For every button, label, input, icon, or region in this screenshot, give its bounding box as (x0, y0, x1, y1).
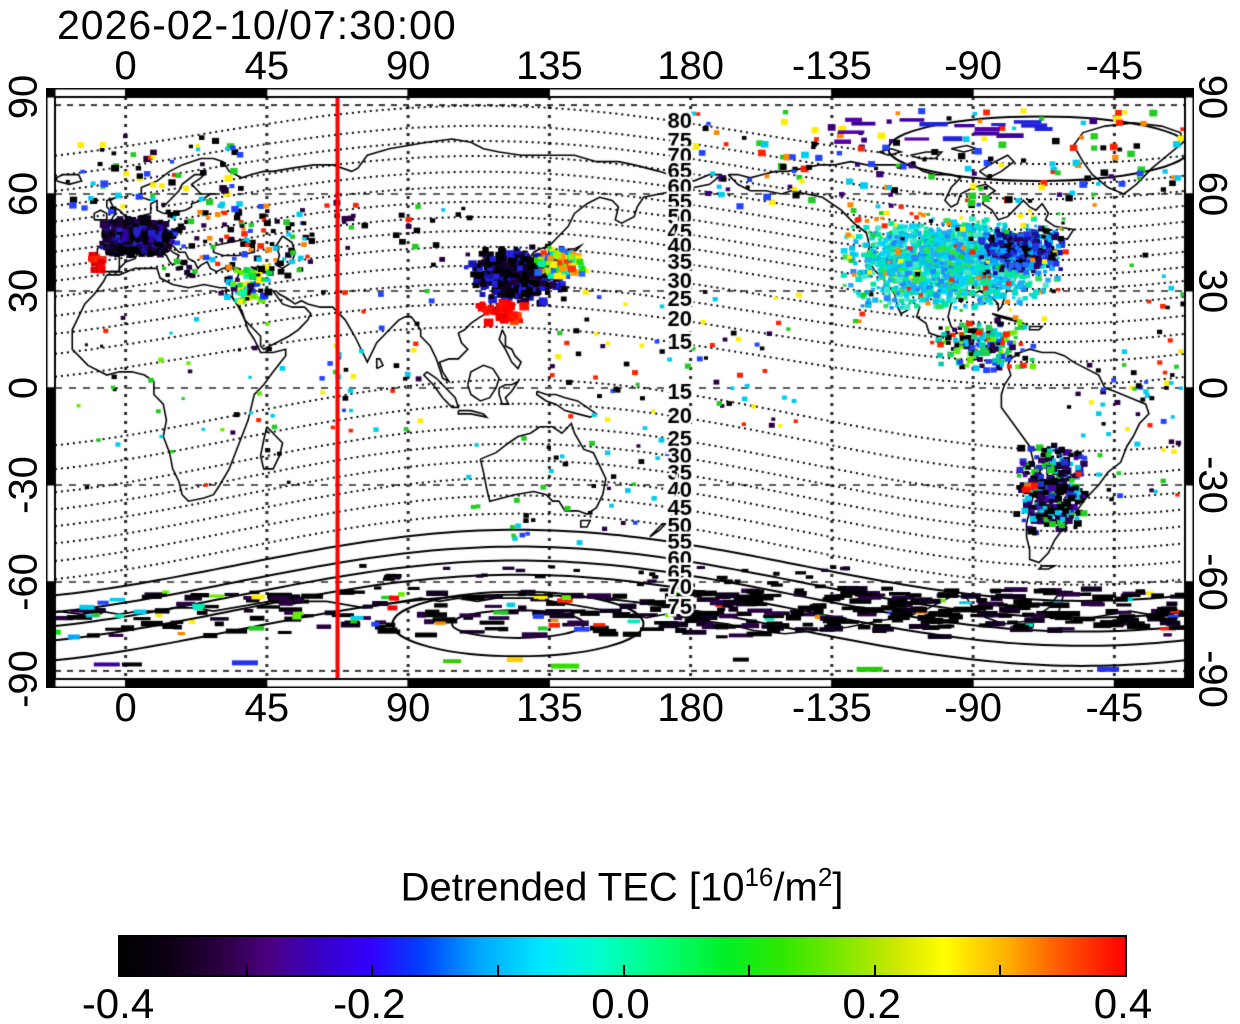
lat-tick-left-90: 90 (1, 74, 46, 120)
lon-tick-top-135: 135 (516, 44, 583, 88)
lat-tick-right-60: 60 (1190, 171, 1235, 217)
lat-tick-left-60: 60 (1, 171, 46, 217)
lon-tick-top--135: -135 (791, 44, 872, 88)
colorbar-tick-label-0.2: 0.2 (842, 980, 901, 1024)
colorbar-title: Detrended TEC [1016/m2] (401, 862, 844, 910)
colorbar-tick-label-0.0: 0.0 (591, 980, 650, 1024)
lon-tick-top--90: -90 (944, 44, 1003, 88)
colorbar-title-prefix: Detrended TEC [10 (400, 865, 745, 910)
lat-tick-left-30: 30 (1, 268, 46, 314)
lon-tick-top-0: 0 (114, 44, 137, 88)
lon-tick-bottom--135: -135 (791, 686, 872, 730)
lon-tick-bottom-135: 135 (516, 686, 583, 730)
lon-tick-bottom--45: -45 (1085, 686, 1144, 730)
lat-tick-right--60: -60 (1190, 553, 1235, 611)
lat-tick-left-0: 0 (1, 376, 46, 400)
colorbar-minor-tick (748, 965, 751, 975)
lat-tick-left--60: -60 (1, 553, 46, 611)
lat-tick-right-30: 30 (1190, 268, 1235, 314)
lat-tick-left--90: -90 (1, 650, 46, 708)
colorbar-title-mid: /m (773, 865, 818, 910)
lon-tick-top-180: 180 (657, 44, 724, 88)
colorbar-title-exp1: 16 (744, 862, 774, 892)
colorbar-title-suffix: ] (832, 865, 844, 910)
colorbar-minor-tick (873, 965, 876, 975)
colorbar-minor-tick (999, 965, 1002, 975)
lat-tick-right--90: -90 (1190, 650, 1235, 708)
colorbar-title-exp2: 2 (817, 862, 833, 892)
lon-tick-top--45: -45 (1085, 44, 1144, 88)
lat-tick-right-0: 0 (1190, 376, 1235, 400)
colorbar-minor-tick (496, 965, 499, 975)
colorbar-minor-tick (245, 965, 248, 975)
tec-world-map-canvas (46, 88, 1194, 688)
colorbar-minor-tick (622, 965, 625, 975)
lon-tick-bottom-0: 0 (114, 686, 137, 730)
colorbar-gradient (118, 935, 1127, 977)
lon-tick-top-45: 45 (244, 44, 290, 88)
colorbar-tick-label--0.4: -0.4 (81, 980, 155, 1024)
lon-tick-bottom-180: 180 (657, 686, 724, 730)
colorbar-tick-label-0.4: 0.4 (1093, 980, 1153, 1024)
plot-title: 2026-02-10/07:30:00 (57, 2, 457, 48)
lat-tick-left--30: -30 (1, 456, 46, 514)
colorbar-tick-label--0.2: -0.2 (333, 980, 406, 1024)
lat-tick-right-90: 90 (1190, 74, 1235, 120)
lon-tick-top-90: 90 (385, 44, 431, 88)
lon-tick-bottom--90: -90 (944, 686, 1003, 730)
colorbar-minor-tick (371, 965, 374, 975)
lon-tick-bottom-45: 45 (244, 686, 290, 730)
lat-tick-right--30: -30 (1190, 456, 1235, 514)
lon-tick-bottom-90: 90 (385, 686, 431, 730)
